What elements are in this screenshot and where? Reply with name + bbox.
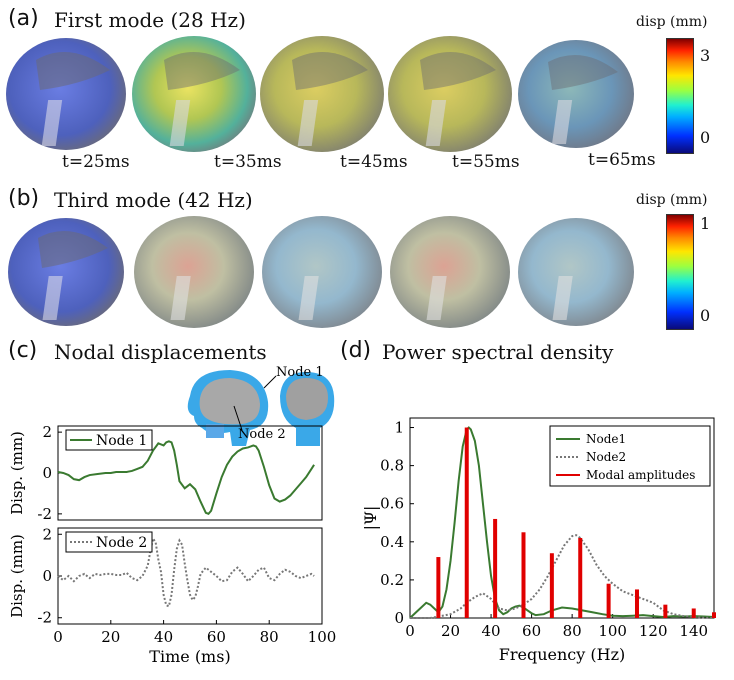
- psd-ytick-label: 0.6: [380, 495, 404, 513]
- brain-render-2: [132, 36, 256, 152]
- time-label-2: t=35ms: [214, 152, 282, 172]
- node1-pointer: [263, 375, 277, 389]
- psd-xtick-label: 80: [563, 622, 582, 640]
- psd-modal-amplitude-bar: [606, 583, 611, 618]
- psd-ytick-label: 0.4: [380, 533, 404, 551]
- head-rear-view: [280, 372, 335, 446]
- node2-chart-legend-box: [65, 531, 153, 553]
- node1-chart-ytick-label: -2: [37, 505, 52, 523]
- node2-chart-xlabel: Time (ms): [149, 647, 230, 666]
- colorbar-b-min: 0: [700, 306, 711, 325]
- psd-ytick-label: 0: [394, 609, 404, 627]
- psd-xtick-label: 20: [441, 622, 460, 640]
- node2-chart-xtick-label: 0: [53, 628, 63, 646]
- node2-chart-ytick-label: -2: [37, 609, 52, 627]
- node1-chart-ylabel: Disp. (mm): [8, 431, 26, 515]
- psd-modal-amplitude-bar: [436, 557, 441, 618]
- psd-series-line: [410, 534, 715, 619]
- psd-xtick-label: 60: [522, 622, 541, 640]
- psd-xlabel: Frequency (Hz): [499, 645, 626, 664]
- node1-chart-ytick-label: 0: [42, 464, 52, 482]
- node2-chart-series-line: [57, 535, 315, 608]
- brain-render-3: [260, 36, 384, 152]
- node2-chart-ytick-label: 2: [42, 525, 52, 543]
- psd-legend-label: Modal amplitudes: [586, 468, 695, 482]
- psd-legend-label: Node2: [586, 450, 626, 464]
- panel-c-letter: (c): [8, 338, 38, 363]
- panel-a-title: First mode (28 Hz): [54, 8, 246, 32]
- colorbar-a-min: 0: [700, 128, 711, 147]
- time-label-5: t=65ms: [588, 150, 656, 170]
- colorbar-a: [666, 38, 694, 154]
- node2-chart-xtick-label: 40: [154, 628, 173, 646]
- power-spectral-density-chart: 0 20 40 60 80 100 120 140 0 0.2 0.4 0.6 0.8 1 Frequenc…: [361, 417, 716, 664]
- psd-modal-amplitude-bar: [521, 532, 526, 618]
- colorbar-a-title: disp (mm): [636, 14, 708, 30]
- psd-ylabel: |Ψ|: [361, 506, 380, 531]
- psd-legend-label: Node1: [586, 432, 626, 446]
- psd-xtick-label: 100: [598, 622, 627, 640]
- brain-render-1: [6, 38, 126, 150]
- node1-displacement-chart: 2 0 -2 Disp. (mm) Node 1: [8, 423, 323, 523]
- head-side-view: [187, 370, 269, 446]
- psd-modal-amplitude-bar: [578, 538, 583, 618]
- panel-c-title: Nodal displacements: [54, 340, 267, 364]
- panel-d-title: Power spectral density: [382, 340, 614, 364]
- psd-xtick-label: 140: [679, 622, 708, 640]
- psd-ytick-label: 0.2: [380, 571, 404, 589]
- node2-chart-xtick-label: 20: [101, 628, 120, 646]
- psd-xtick-label: 120: [639, 622, 668, 640]
- psd-modal-amplitude-bar: [493, 518, 498, 618]
- panel-a-letter: (a): [8, 6, 39, 31]
- time-label-1: t=25ms: [62, 152, 130, 172]
- psd-modal-amplitude-bar: [549, 553, 554, 618]
- panel-d-letter: (d): [340, 338, 372, 363]
- first-mode-brain-renders: [6, 36, 634, 152]
- node1-chart-ytick-label: 2: [42, 423, 52, 441]
- psd-modal-amplitude-bar: [691, 608, 696, 618]
- psd-xtick-label: 40: [482, 622, 501, 640]
- node2-chart-ylabel: Disp. (mm): [8, 534, 26, 618]
- node2-chart-legend-label: Node 2: [96, 535, 147, 551]
- node1-chart-legend-box: [65, 429, 153, 451]
- psd-modal-amplitude-bar: [712, 612, 716, 618]
- psd-axes-box: [409, 417, 715, 619]
- node2-chart-xtick-label: 80: [260, 628, 279, 646]
- head-model-inset: Node 1 Node 2: [187, 366, 335, 446]
- psd-ytick-label: 1: [394, 419, 404, 437]
- node2-chart-ytick-label: 0: [42, 567, 52, 585]
- node1-label: Node 1: [276, 366, 324, 380]
- node2-label: Node 2: [238, 427, 286, 442]
- panel-b-letter: (b): [8, 186, 40, 211]
- time-label-3: t=45ms: [340, 152, 408, 172]
- colorbar-b-max: 1: [700, 214, 711, 233]
- time-label-4: t=55ms: [452, 152, 520, 172]
- brain-render-b2: [134, 216, 254, 328]
- psd-modal-amplitude-bar: [634, 589, 639, 618]
- brain-render-b1: [8, 218, 124, 326]
- panel-b-title: Third mode (42 Hz): [54, 188, 253, 212]
- brain-render-5: [518, 40, 634, 148]
- brain-render-4: [388, 36, 512, 152]
- psd-modal-amplitude-bar: [464, 427, 469, 618]
- brain-render-b3: [262, 216, 382, 328]
- colorbar-b: [666, 214, 694, 330]
- colorbar-b-title: disp (mm): [636, 192, 708, 208]
- psd-xtick-label: 0: [405, 622, 415, 640]
- node2-chart-xtick-label: 60: [207, 628, 226, 646]
- third-mode-brain-renders: [8, 216, 634, 328]
- psd-modal-amplitude-bar: [663, 604, 668, 618]
- brain-render-b5: [518, 218, 634, 326]
- colorbar-a-max: 3: [700, 46, 711, 65]
- brain-render-b4: [390, 216, 510, 328]
- node1-chart-legend-label: Node 1: [96, 433, 147, 449]
- node1-chart-series-line: [57, 440, 315, 516]
- psd-ytick-label: 0.8: [380, 457, 404, 475]
- node2-chart-xtick-label: 100: [308, 628, 337, 646]
